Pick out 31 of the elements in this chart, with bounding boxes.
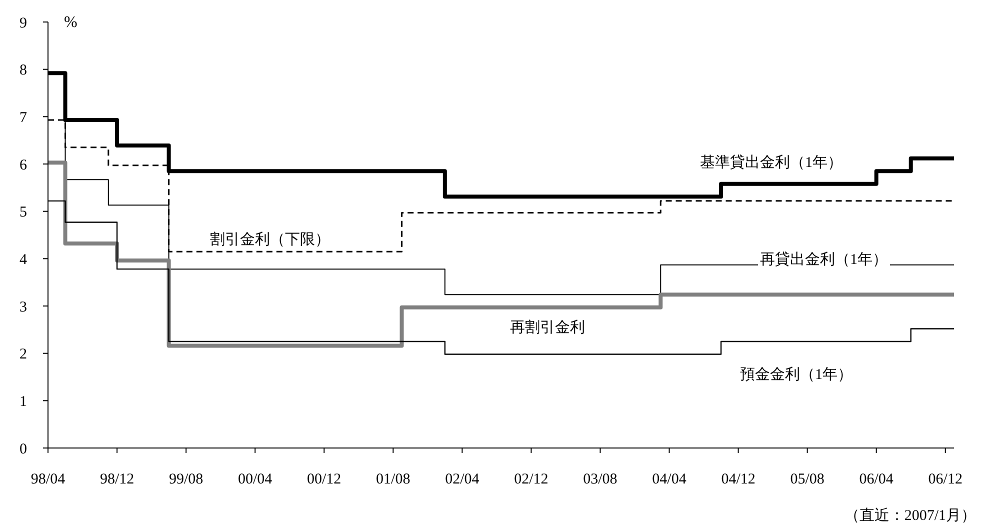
x-tick-label: 99/08 (168, 472, 204, 488)
x-tick-label: 06/12 (928, 472, 962, 488)
x-tick-label: 05/08 (790, 472, 824, 488)
x-tick-label: 04/04 (652, 472, 687, 488)
x-tick-label: 02/04 (445, 472, 480, 488)
y-tick-label: 0 (20, 441, 27, 458)
x-tick-label: 06/04 (859, 472, 894, 488)
series-label: 基準貸出金利（1年） (698, 153, 844, 172)
y-tick-label: 3 (20, 299, 27, 316)
y-tick-label: 2 (20, 346, 27, 363)
x-tick-label: 04/12 (721, 472, 756, 488)
y-tick-label: 6 (20, 157, 28, 174)
x-tick-label: 03/08 (583, 472, 618, 488)
series-label: 再割引金利 (508, 318, 587, 337)
x-tick-label: 98/04 (30, 472, 66, 488)
series-label: 割引金利（下限） (208, 230, 332, 249)
x-tick-label: 00/04 (238, 472, 273, 488)
x-tick-label: 01/08 (376, 472, 410, 488)
y-tick-label: 9 (20, 15, 27, 32)
y-tick-label: 4 (20, 252, 28, 268)
y-tick-label: 7 (20, 110, 28, 126)
y-tick-label: 5 (20, 204, 27, 221)
y-tick-label: 8 (20, 62, 27, 79)
series-label: 預金金利（1年） (738, 365, 854, 384)
x-tick-label: 00/12 (307, 472, 342, 488)
x-tick-label: 98/12 (100, 472, 134, 488)
y-tick-label: 1 (20, 394, 27, 410)
x-tick-label: 02/12 (514, 472, 548, 488)
text: （直近：2007/1月） (844, 506, 976, 525)
y-axis-title: % (64, 14, 78, 32)
series-label: 再貸出金利（1年） (758, 250, 890, 269)
